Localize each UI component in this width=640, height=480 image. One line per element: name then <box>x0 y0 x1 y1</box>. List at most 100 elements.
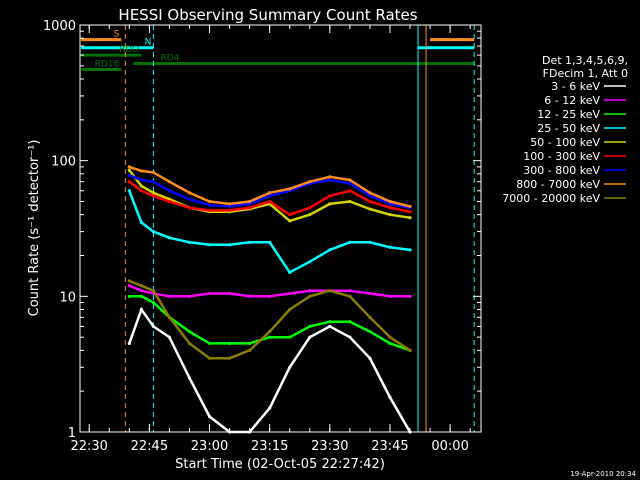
series-point <box>368 240 372 244</box>
series-line <box>128 174 411 209</box>
series-point <box>127 189 131 193</box>
series-point <box>227 204 232 209</box>
series-point <box>187 191 192 195</box>
series-point <box>248 348 252 352</box>
series-point <box>227 291 232 296</box>
series-point <box>268 194 272 198</box>
series-point <box>348 335 352 339</box>
series-point <box>328 324 332 329</box>
flag-label: RD4 <box>161 54 180 64</box>
series-point <box>248 240 252 244</box>
series-point <box>127 165 131 169</box>
series-point <box>167 294 172 298</box>
series-point <box>167 180 172 184</box>
series-point <box>408 216 412 220</box>
series-point <box>388 395 392 399</box>
series-point <box>227 243 232 247</box>
legend-entry: 25 - 50 keV <box>537 122 600 135</box>
series-point <box>408 210 412 214</box>
series-point <box>348 181 352 185</box>
series-point <box>139 294 143 298</box>
series-point <box>139 289 143 293</box>
series-point <box>207 356 212 360</box>
legend-entry: 7000 - 20000 keV <box>502 192 600 205</box>
series-point <box>368 291 372 296</box>
series-point <box>328 320 332 324</box>
series-point <box>268 335 272 339</box>
legend-entry: 100 - 300 keV <box>523 150 600 163</box>
series-point <box>328 178 332 182</box>
series-point <box>368 207 372 211</box>
x-tick-label: 22:30 <box>70 439 107 454</box>
legend-entry: 800 - 7000 keV <box>516 178 600 191</box>
series-line <box>128 306 412 434</box>
series-point <box>127 168 131 172</box>
series-point <box>167 315 172 319</box>
series-point <box>388 199 392 204</box>
series-point <box>288 291 292 296</box>
series-point <box>207 414 212 419</box>
series-point <box>127 341 131 345</box>
series-point <box>288 219 292 223</box>
series-point <box>151 194 155 198</box>
series-point <box>368 191 372 195</box>
series-point <box>308 180 312 184</box>
series-point <box>348 178 352 182</box>
series-point <box>348 240 352 244</box>
series-point <box>388 335 392 339</box>
x-tick-label: 23:30 <box>311 439 348 454</box>
series-point <box>139 184 143 188</box>
series-point <box>167 236 172 240</box>
series-point <box>187 329 192 334</box>
series-point <box>207 291 212 296</box>
y-tick-label: 10 <box>59 290 76 305</box>
series-point <box>139 169 143 173</box>
series-point <box>288 307 292 312</box>
series-point <box>308 335 312 339</box>
series-point <box>328 202 332 206</box>
y-axis-label: Count Rate (s⁻¹ detector⁻¹) <box>27 140 42 317</box>
series-point <box>388 341 392 345</box>
legend-entry: 6 - 12 keV <box>544 94 600 107</box>
series-point <box>308 294 312 298</box>
series-point <box>151 191 155 195</box>
x-tick-label: 23:15 <box>251 439 288 454</box>
series-point <box>151 170 155 174</box>
series-point <box>127 294 131 298</box>
series-point <box>248 341 252 345</box>
series-point <box>268 199 272 204</box>
plot-series <box>127 165 412 434</box>
series-point <box>308 260 312 264</box>
series-point <box>408 248 412 252</box>
footer-date: 19-Apr-2010 20:34 <box>570 470 636 478</box>
series-point <box>408 294 412 298</box>
series-point <box>187 294 192 298</box>
series-point <box>127 283 131 288</box>
series-point <box>348 320 352 324</box>
series-point <box>268 191 272 195</box>
chart-title: HESSI Observing Summary Count Rates <box>118 6 417 24</box>
series-point <box>288 213 292 217</box>
series-point <box>388 294 392 298</box>
series-point <box>127 279 131 283</box>
series-point <box>207 199 212 204</box>
series-point <box>187 240 192 244</box>
series-point <box>408 204 412 209</box>
series-point <box>348 294 352 298</box>
series-point <box>227 208 232 212</box>
legend-header: Det 1,3,4,5,6,9, <box>542 54 628 67</box>
series-line <box>128 190 411 275</box>
series-point <box>139 283 143 288</box>
series-point <box>328 248 332 252</box>
series-point <box>308 324 312 329</box>
series-point <box>151 300 155 305</box>
series-point <box>127 173 131 177</box>
series-point <box>268 329 272 334</box>
series-point <box>151 324 155 329</box>
series-point <box>328 289 332 293</box>
series-point <box>248 202 252 206</box>
series-point <box>288 270 292 275</box>
series-point <box>368 315 372 319</box>
series-point <box>308 213 312 217</box>
series-point <box>348 289 352 293</box>
